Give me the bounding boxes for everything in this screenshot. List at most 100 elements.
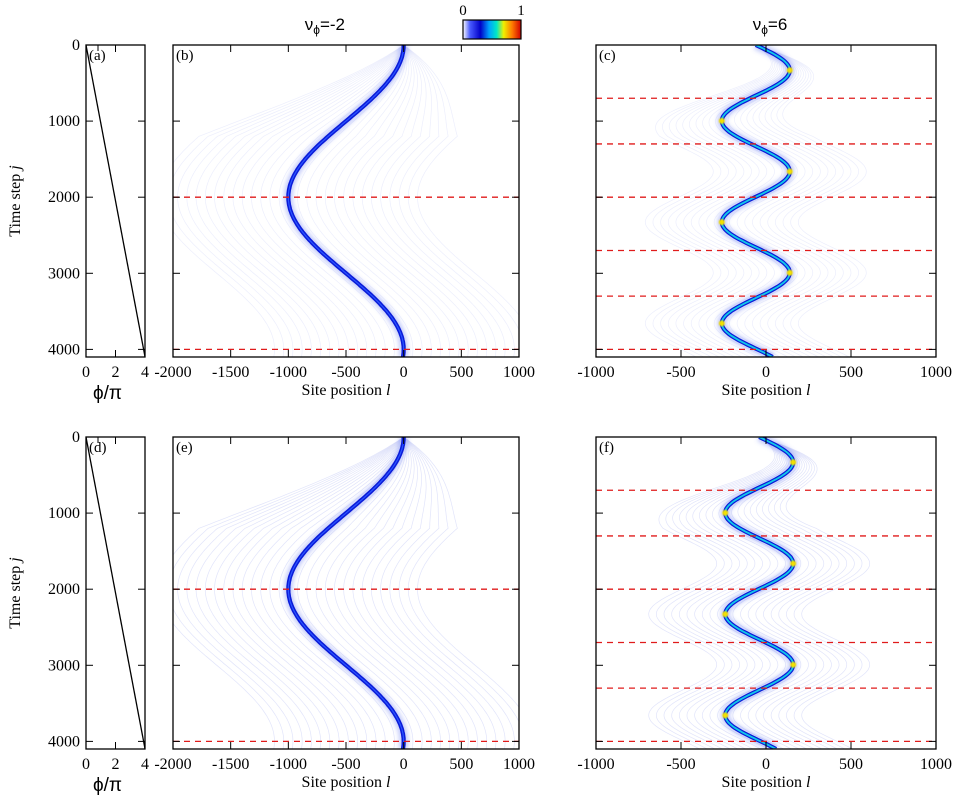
right-nu-title: νϕ=6 [753,15,788,37]
ripple-curve [690,45,783,357]
turning-point [718,320,725,327]
ripple-curve [759,437,855,749]
x-tick-label: 500 [449,364,473,381]
ripple-curve [241,45,405,357]
ripple-curve [260,45,405,357]
y-tick-label: 1000 [48,505,80,522]
ripple-curve [694,437,786,749]
trajectory-highlight [720,45,791,357]
x-axis-label: ϕ/π [93,383,122,404]
ripple-curve [173,437,404,749]
turning-point [722,509,729,516]
ripple-curve [324,45,441,357]
turning-point [786,269,793,276]
turning-point [718,219,725,226]
panel-label: (b) [176,48,194,64]
ripple-curve [361,437,478,749]
panel-label: (e) [176,440,193,456]
phase-line [86,437,145,749]
ripple-curve [752,45,829,357]
y-tick-label: 4000 [48,341,80,358]
ripple-curve [315,45,432,357]
turning-point [790,459,797,466]
y-tick-label: 4000 [48,733,80,750]
y-tick-label: 1000 [48,113,80,130]
x-tick-label: 1000 [503,756,535,773]
panel-d: (d) 0 2 4 0 1000 2000 3000 4000 ϕ/π Time step j [7,429,149,796]
left-nu-title: νϕ=-2 [305,15,345,37]
ripple-curve [667,45,777,357]
ripple-curve [306,45,423,357]
ripple-curve [223,437,404,749]
panel-f: (f) -1000 -500 0 500 1000 Site position l [577,436,952,791]
x-tick-label: 500 [839,756,863,773]
y-tick-label: 2000 [48,581,80,598]
ripple-curve [389,45,506,357]
x-tick-label: -1000 [577,756,614,773]
x-tick-label: 0 [762,756,770,773]
x-tick-label: -500 [666,364,695,381]
panel-b: (b) -2000 -1500 -1000 -500 0 500 1000 Site posit… [154,44,535,399]
ripple-curve [343,437,460,749]
panel-b-plot-area [173,45,519,357]
ripple-curve [173,45,404,357]
x-tick-label: 500 [449,756,473,773]
x-tick-label: 2 [112,364,120,381]
x-tick-label: -1000 [270,756,307,773]
ripple-curve [743,437,817,749]
ripple-curve [380,45,497,357]
ripple-curve [195,437,404,749]
ripple-curve [755,437,832,749]
x-tick-label: 500 [839,364,863,381]
ripple-curve [177,45,404,357]
ripple-curve [683,45,781,357]
x-tick-label: -500 [666,756,695,773]
ripple-curve [746,45,821,357]
x-tick-label: -500 [331,364,360,381]
y-tick-label: 0 [72,429,80,446]
trajectory-highlight [287,437,405,749]
x-axis-label: Site position l [302,382,391,399]
ripple-curve [371,437,488,749]
x-axis-label: ϕ/π [93,775,122,796]
ripple-curve [403,45,519,331]
ripple-curve [644,45,772,357]
ripple-curve [698,45,785,357]
phase-line [86,45,145,357]
x-tick-label: 4 [141,756,149,773]
ripple-curve [186,45,404,357]
ripple-curve [759,437,871,749]
ripple-curve [334,45,451,357]
panel-c-plot-area [596,45,936,357]
ripple-curve [755,45,837,357]
ripple-curve [241,437,405,749]
y-axis-label: Time step j [7,165,24,237]
ripple-curve [251,437,405,749]
ripple-curve [755,45,859,357]
x-tick-label: 0 [400,756,408,773]
ripple-curve [315,437,432,749]
ripple-curve [232,45,404,357]
x-axis-label: Site position l [722,774,811,791]
ripple-curve [232,437,404,749]
ripple-curve [269,437,405,749]
turning-point [718,117,725,124]
ripple-curve [755,45,867,357]
ripple-curve [306,437,423,749]
ripple-curve [204,437,404,749]
ripple-curve [656,437,777,749]
ripple-curve [186,437,404,749]
ripple-curve [755,45,844,357]
ripple-curve [260,437,405,749]
panel-e: (e) -2000 -1500 -1000 -500 0 500 1000 Site posit… [154,436,535,791]
trajectory-highlight [724,437,795,749]
ripple-curve [759,437,848,749]
x-tick-label: -2000 [154,756,191,773]
trajectory-highlight [287,45,405,357]
panel-c: (c) -1000 -500 0 500 1000 Site position l [577,44,952,399]
ripple-curve [173,45,404,357]
ripple-curve [334,437,451,749]
ripple-curve [371,45,488,357]
panel-d-plot-area [86,437,145,749]
x-tick-label: -2000 [154,364,191,381]
